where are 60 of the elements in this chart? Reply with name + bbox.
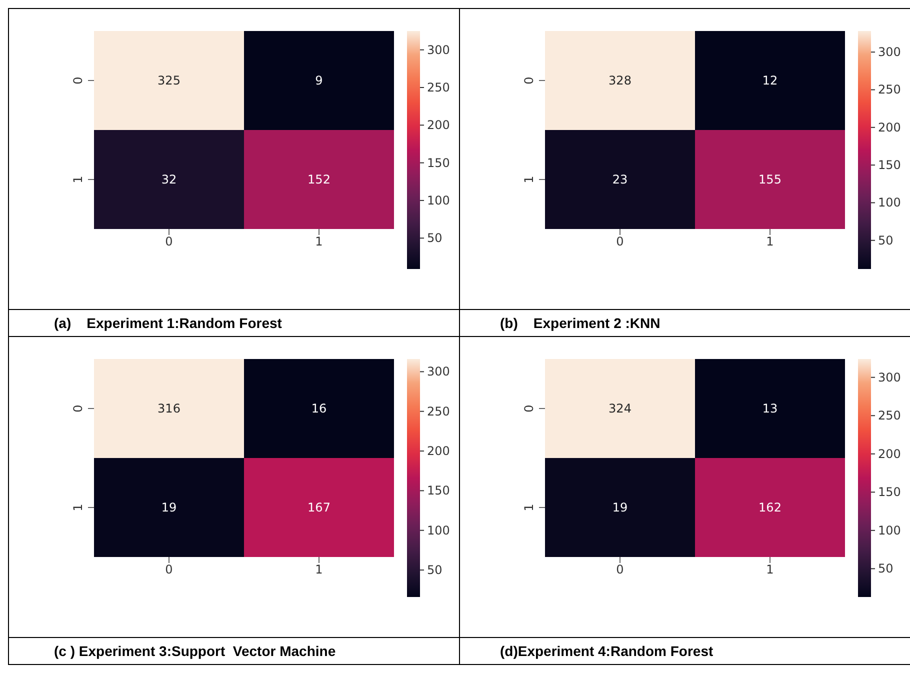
y-tick-label: 1 (522, 176, 536, 184)
color-bar-label: 250 (878, 408, 901, 423)
color-bar-label: 200 (427, 444, 450, 458)
data-label: 13 (762, 402, 778, 416)
color-bar-label: 150 (427, 156, 450, 170)
data-label: 19 (612, 500, 628, 514)
y-tick-label: 0 (522, 404, 536, 412)
color-bar-label: 200 (427, 118, 450, 132)
color-bar-label: 100 (878, 523, 901, 538)
color-bar-label: 300 (427, 364, 450, 379)
x-tick-label: 1 (315, 234, 323, 249)
color-bar-label: 50 (878, 233, 894, 248)
y-tick-label: 0 (71, 404, 85, 412)
y-tick-label: 1 (522, 504, 536, 512)
color-bar-label: 50 (878, 562, 894, 576)
color-bar-label: 300 (878, 45, 901, 60)
color-bar-label: 150 (878, 158, 901, 172)
data-label: 167 (308, 500, 330, 514)
color-bar-label: 50 (427, 231, 442, 246)
data-label: 155 (758, 172, 782, 186)
color-bar-label: 250 (427, 404, 450, 418)
color-bar-label: 300 (427, 42, 450, 57)
data-label: 23 (612, 172, 628, 186)
color-bar-label: 150 (427, 484, 450, 498)
text: (d)Experiment 4:Random Forest (500, 643, 714, 659)
data-label: 162 (758, 500, 782, 514)
y-tick-label: 0 (522, 76, 536, 84)
y-tick-label: 1 (71, 504, 85, 512)
color-bar-label: 150 (878, 485, 901, 500)
data-label: 16 (311, 402, 327, 416)
data-label: 152 (308, 172, 330, 186)
y-tick-label: 1 (71, 176, 85, 184)
x-tick-label: 0 (165, 562, 173, 577)
color-bar-label: 300 (878, 370, 901, 384)
data-label: 12 (762, 74, 778, 88)
data-label: 325 (158, 74, 180, 88)
text: (a) Experiment 1:Random Forest (54, 315, 282, 331)
x-tick-label: 0 (616, 234, 624, 249)
x-tick-label: 0 (616, 562, 624, 577)
data-label: 324 (608, 402, 632, 416)
color-bar-label: 250 (878, 82, 901, 97)
color-bar-label: 200 (878, 120, 901, 134)
x-tick-label: 1 (766, 234, 774, 249)
color-bar-label: 250 (427, 80, 450, 94)
color-bar-label: 50 (427, 563, 442, 578)
color-bar-label: 100 (427, 193, 450, 208)
data-label: 328 (608, 74, 632, 88)
data-label: 316 (158, 402, 180, 416)
x-tick-label: 0 (165, 234, 173, 249)
color-bar-label: 100 (878, 196, 901, 210)
data-label: 19 (161, 500, 177, 514)
color-bar-label: 200 (878, 446, 901, 461)
data-label: 9 (315, 74, 323, 88)
y-tick-label: 0 (71, 76, 85, 84)
x-tick-label: 1 (766, 562, 774, 577)
x-tick-label: 1 (315, 562, 323, 577)
text: (c ) Experiment 3:Support Vector Machine (54, 643, 336, 659)
text: (b) Experiment 2 :KNN (500, 315, 660, 331)
color-bar-label: 100 (427, 523, 450, 538)
data-label: 32 (161, 172, 177, 186)
